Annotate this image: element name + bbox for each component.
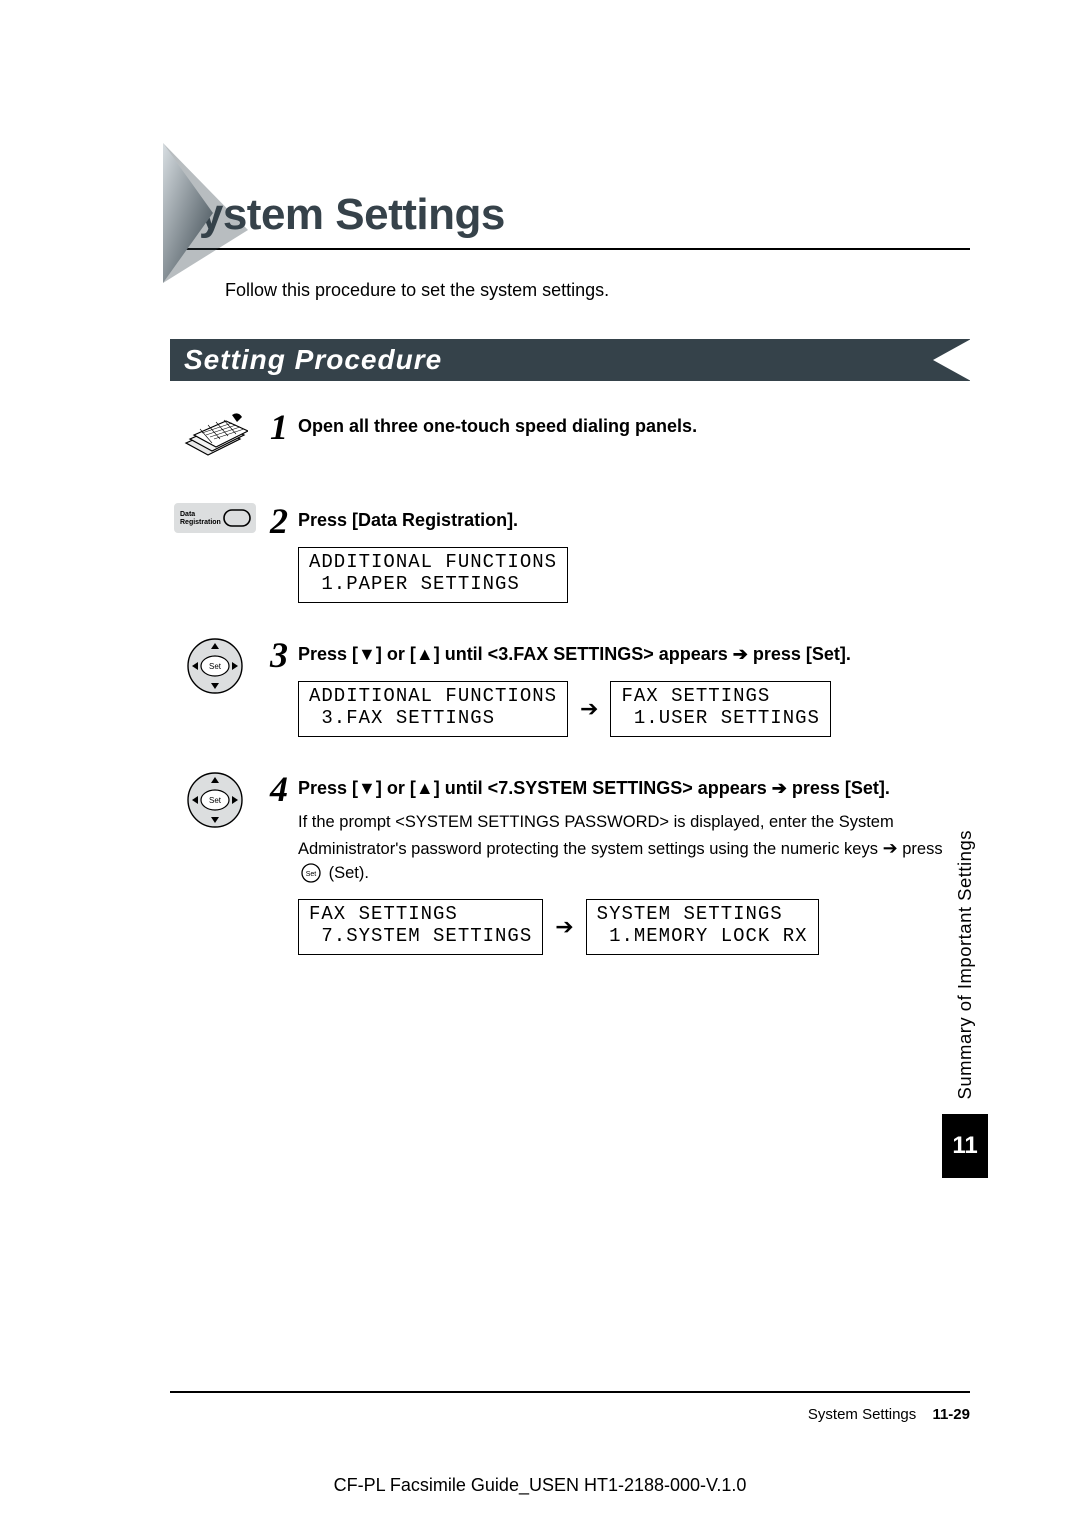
chapter-tab-label: Summary of Important Settings	[954, 830, 976, 1100]
right-arrow-icon: ➔	[576, 696, 602, 722]
svg-text:Data: Data	[180, 511, 195, 518]
up-arrow-icon: ▲	[416, 644, 434, 664]
step-number: 1	[260, 409, 288, 445]
svg-text:Set: Set	[306, 871, 317, 878]
footer-title: System Settings	[808, 1406, 916, 1423]
step-2: Data Registration 2 Press [Data Registra…	[170, 503, 970, 603]
right-arrow-icon: ➔	[772, 778, 787, 798]
right-arrow-icon: ➔	[733, 644, 748, 664]
steps-list: 1 Open all three one-touch speed dialing…	[170, 409, 970, 955]
page-footer: System Settings 11-29	[808, 1406, 970, 1423]
right-arrow-icon: ➔	[883, 838, 898, 858]
step-instruction: Press [Data Registration].	[298, 507, 970, 533]
right-arrow-icon: ➔	[551, 914, 577, 940]
down-arrow-icon: ▼	[358, 644, 376, 664]
step-4: Set 4 Press [▼] or [▲] until <7.SYSTEM S…	[170, 771, 970, 956]
step-1: 1 Open all three one-touch speed dialing…	[170, 409, 970, 469]
document-id: CF-PL Facsimile Guide_USEN HT1-2188-000-…	[0, 1475, 1080, 1496]
step-instruction: Open all three one-touch speed dialing p…	[298, 413, 970, 439]
section-heading-bar: Setting Procedure	[170, 339, 970, 381]
step-instruction: Press [▼] or [▲] until <7.SYSTEM SETTING…	[298, 775, 970, 801]
svg-text:Set: Set	[209, 796, 222, 805]
step-3: Set 3 Press [▼] or [▲] until <3.FAX SETT…	[170, 637, 970, 737]
up-arrow-icon: ▲	[416, 778, 434, 798]
lcd-display: ADDITIONAL FUNCTIONS 1.PAPER SETTINGS	[298, 547, 568, 603]
footer-rule	[170, 1391, 970, 1393]
chapter-tab: Summary of Important Settings 11	[942, 830, 988, 1178]
footer-page-number: 11-29	[932, 1406, 970, 1423]
svg-text:Set: Set	[209, 662, 222, 671]
set-dpad-icon: Set	[186, 637, 244, 695]
step-number: 3	[260, 637, 288, 673]
intro-text: Follow this procedure to set the system …	[225, 280, 970, 301]
lcd-display: SYSTEM SETTINGS 1.MEMORY LOCK RX	[586, 899, 819, 955]
chapter-tab-number: 11	[942, 1114, 988, 1178]
data-registration-button-icon: Data Registration	[174, 503, 256, 533]
set-dpad-icon: Set	[186, 771, 244, 829]
lcd-display: FAX SETTINGS 7.SYSTEM SETTINGS	[298, 899, 543, 955]
step-instruction: Press [▼] or [▲] until <3.FAX SETTINGS> …	[298, 641, 970, 667]
svg-text:Registration: Registration	[180, 519, 221, 526]
section-title: Setting Procedure	[184, 344, 442, 376]
chapter-header: System Settings	[170, 190, 970, 250]
chapter-arrow-icon	[153, 135, 263, 295]
down-arrow-icon: ▼	[358, 778, 376, 798]
set-key-small-icon: Set	[301, 863, 321, 883]
chapter-title: System Settings	[170, 190, 970, 240]
step-number: 2	[260, 503, 288, 539]
step-note: If the prompt <SYSTEM SETTINGS PASSWORD>…	[298, 811, 970, 886]
lcd-display: ADDITIONAL FUNCTIONS 3.FAX SETTINGS	[298, 681, 568, 737]
step-number: 4	[260, 771, 288, 807]
header-rule	[170, 248, 970, 250]
panels-icon	[182, 409, 248, 469]
lcd-display: FAX SETTINGS 1.USER SETTINGS	[610, 681, 830, 737]
